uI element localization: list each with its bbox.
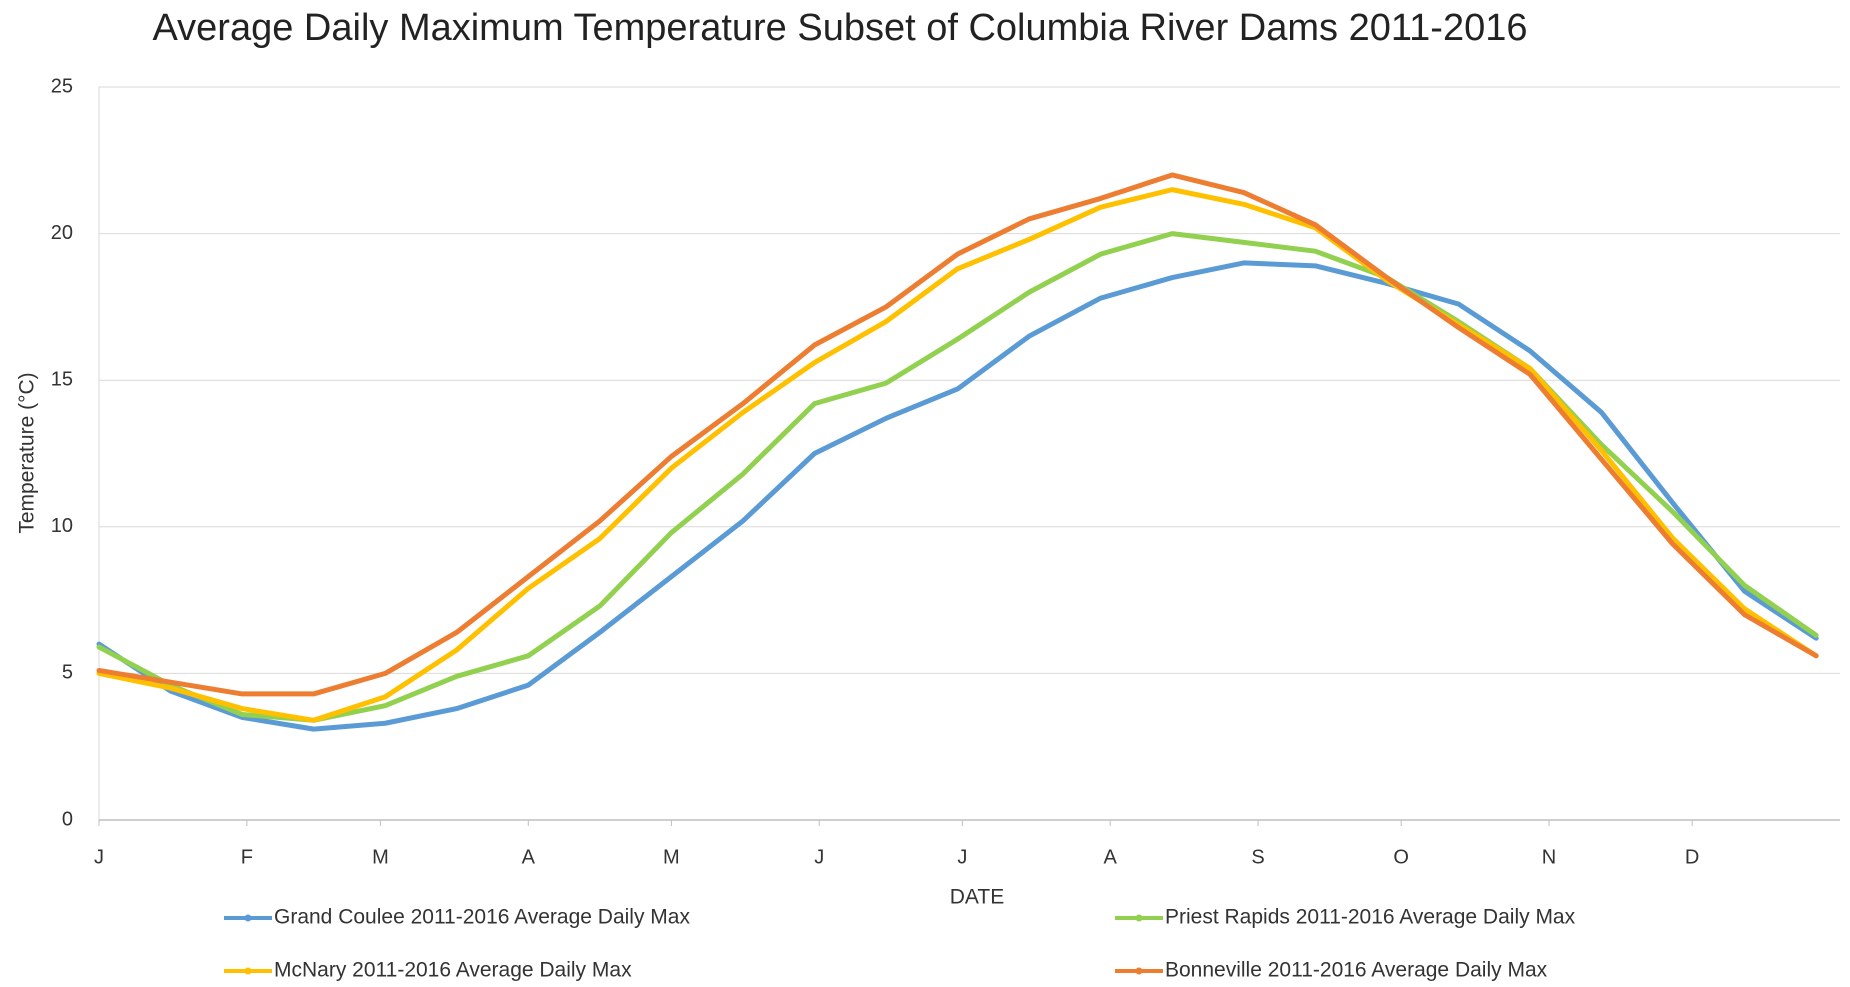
x-tick-label: J xyxy=(814,846,824,868)
x-tick-label: J xyxy=(94,846,104,868)
x-tick-label: J xyxy=(957,846,967,868)
x-tick-label: S xyxy=(1251,846,1264,868)
legend-label: McNary 2011-2016 Average Daily Max xyxy=(274,959,632,982)
x-tick-label: F xyxy=(241,846,253,868)
x-tick-label: M xyxy=(372,846,389,868)
series-line xyxy=(96,172,1819,697)
y-axis-title: Temperature (°C) xyxy=(16,372,39,533)
legend-marker xyxy=(244,914,252,922)
x-tick-label: M xyxy=(663,846,680,868)
legend-label: Bonneville 2011-2016 Average Daily Max xyxy=(1165,959,1548,982)
x-axis-title: DATE xyxy=(950,886,1004,909)
y-tick-label: 15 xyxy=(51,368,73,390)
chart-title: Average Daily Maximum Temperature Subset… xyxy=(153,7,1528,49)
series-line xyxy=(96,260,1819,732)
legend-marker xyxy=(1135,914,1143,922)
legend-label: Grand Coulee 2011-2016 Average Daily Max xyxy=(274,906,690,929)
legend-marker xyxy=(1135,967,1143,975)
x-tick-label: N xyxy=(1542,846,1556,868)
y-tick-label: 0 xyxy=(62,808,73,830)
x-tick-label: A xyxy=(522,846,536,868)
y-tick-label: 10 xyxy=(51,515,73,537)
y-tick-label: 5 xyxy=(62,662,73,684)
x-tick-label: A xyxy=(1104,846,1118,868)
series-line xyxy=(96,231,1819,723)
y-tick-label: 25 xyxy=(51,75,73,97)
x-tick-label: O xyxy=(1393,846,1409,868)
series-line xyxy=(96,187,1819,723)
legend-label: Priest Rapids 2011-2016 Average Daily Ma… xyxy=(1165,906,1576,929)
legend-marker xyxy=(244,967,252,975)
x-tick-label: D xyxy=(1685,846,1699,868)
y-tick-label: 20 xyxy=(51,222,73,244)
